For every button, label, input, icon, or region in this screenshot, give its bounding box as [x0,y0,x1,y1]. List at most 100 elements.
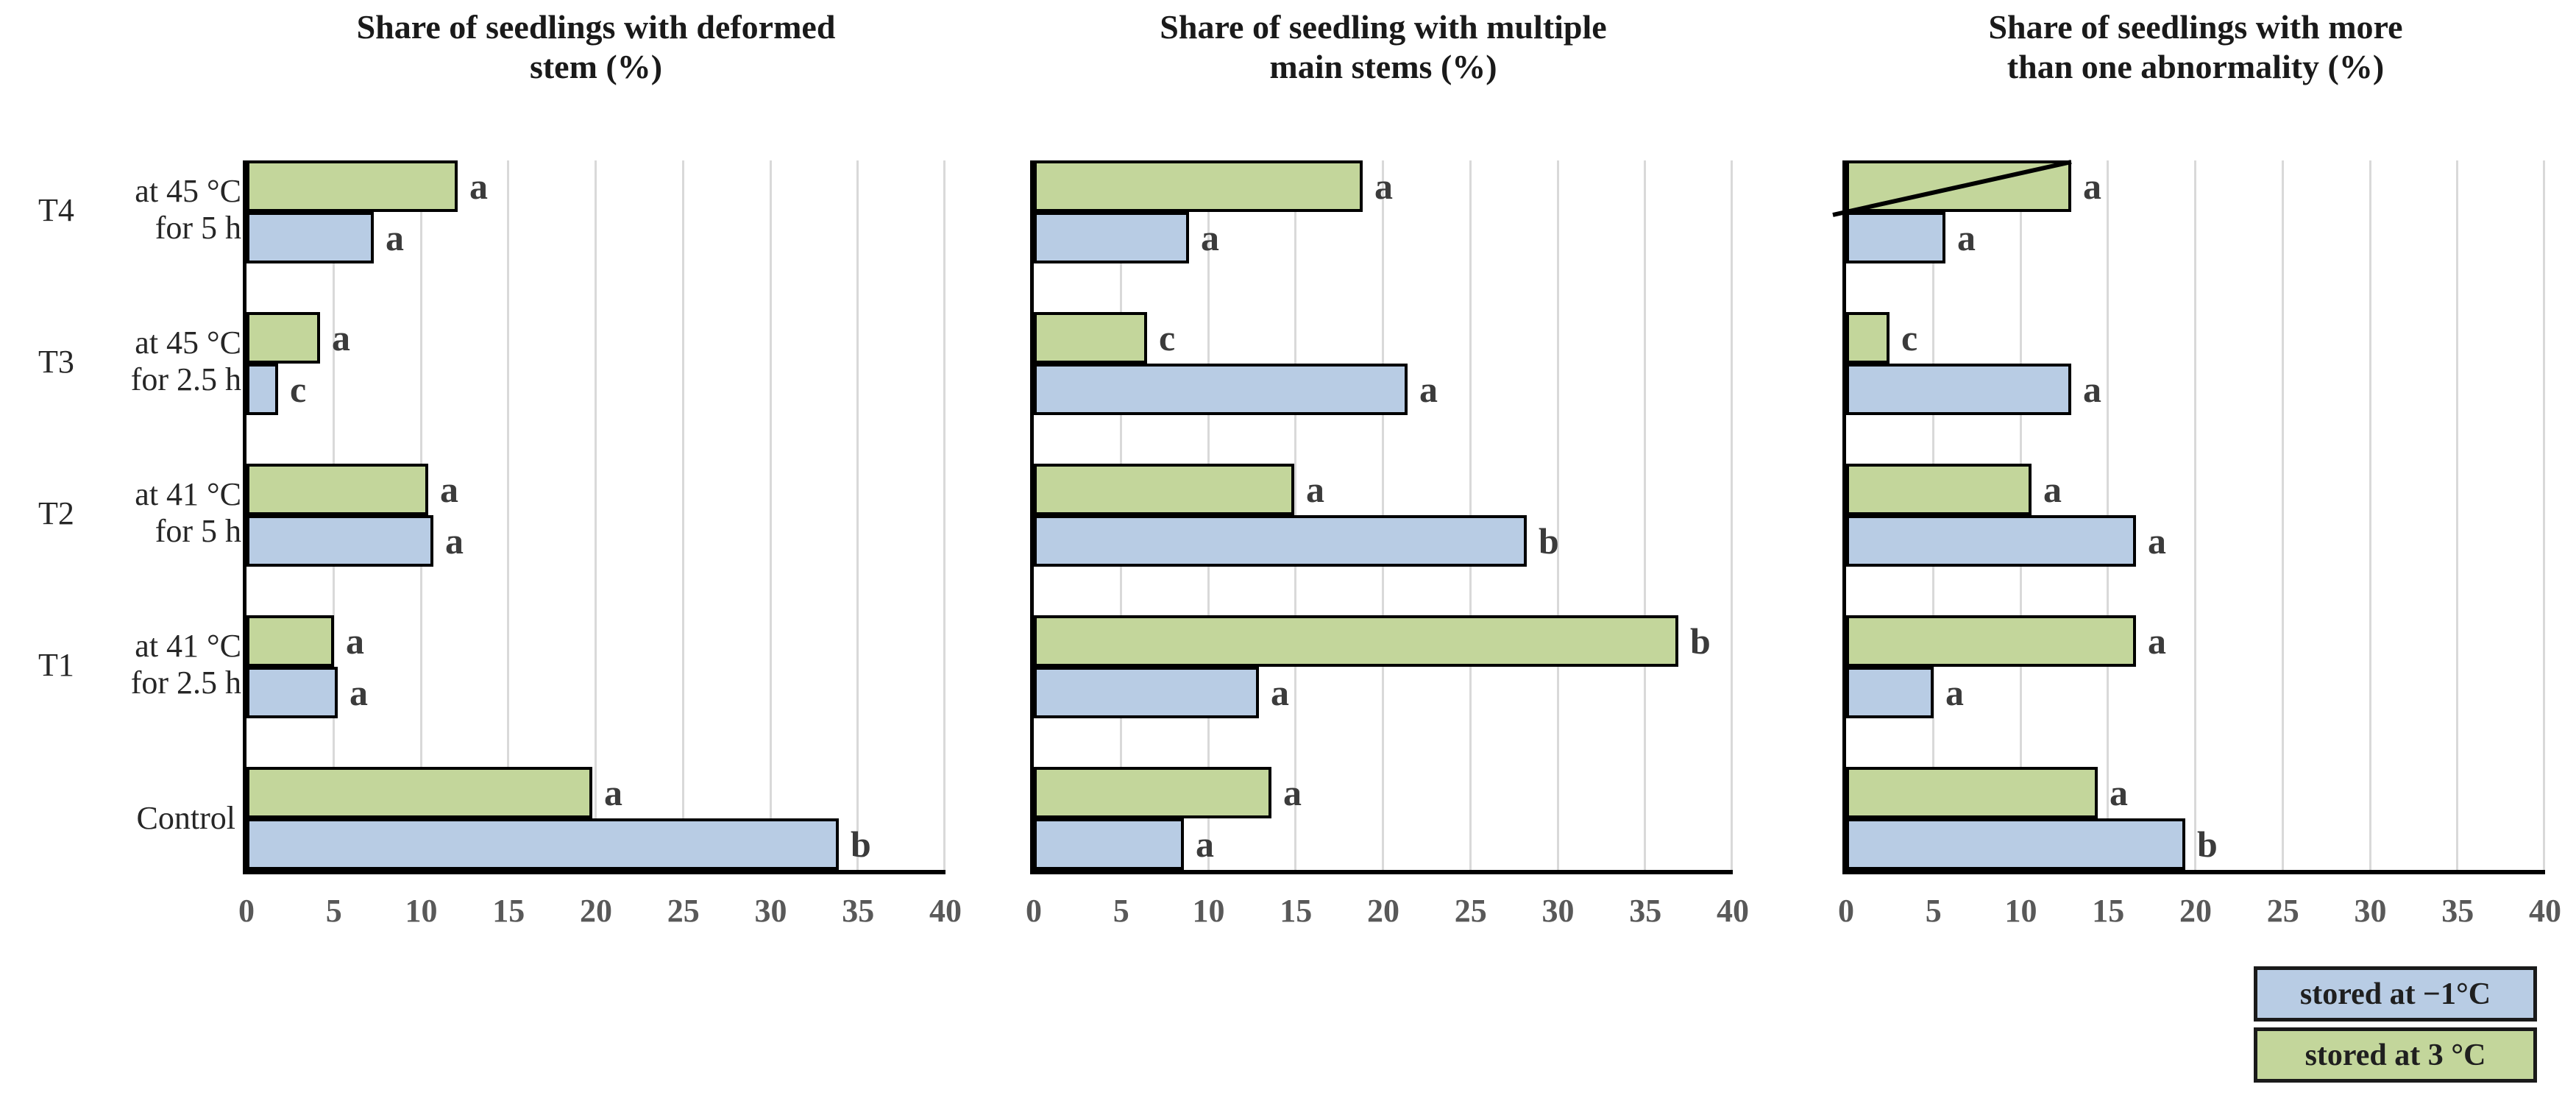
significance-letter: a [445,520,464,562]
x-tick-label: 30 [2354,893,2387,929]
gridline [2369,160,2371,870]
bar-T4-green [1846,160,2071,212]
bar-T3-green [1846,312,1890,364]
bar-T3-green [246,312,320,364]
significance-letter: a [1306,469,1324,510]
gridline [2194,160,2196,870]
x-tick-label: 35 [2441,893,2474,929]
significance-letter: a [1196,824,1214,865]
row-label-control: Control [136,800,235,836]
row-prefix-t2: T2 [38,495,74,531]
significance-letter: a [440,469,458,510]
x-tick-label: 15 [1280,893,1313,929]
bar-Control-blue [1846,818,2185,870]
significance-letter: a [2148,520,2166,562]
bar-T3-green [1034,312,1147,364]
chart-title-1: Share of seedlings with deformed stem (%) [265,7,927,87]
gridline [507,160,510,870]
plot-area-3: a c a a a a a a a b [1832,160,2545,874]
x-tick-label: 30 [754,893,787,929]
bar-T3-blue [246,364,278,415]
x-tick-label: 25 [667,893,700,929]
significance-letter: a [2148,620,2166,662]
x-tick-label: 15 [2092,893,2125,929]
x-tick-label: 5 [1925,893,1942,929]
row-prefix-t3: T3 [38,344,74,380]
chart-title-line: stem (%) [529,48,663,85]
x-tick-label: 25 [1454,893,1487,929]
bar-T1-green [246,615,334,667]
bar-Control-green [1034,767,1271,818]
bar-T4-green [1034,160,1363,212]
significance-letter: a [1419,369,1438,410]
significance-letter: a [1283,772,1302,813]
x-tick-label: 40 [929,893,962,929]
significance-letter: a [2083,166,2101,207]
significance-letter: a [350,672,368,713]
gridline [943,160,945,870]
bar-T3-blue [1846,364,2071,415]
significance-letter: a [386,217,404,258]
bar-Control-blue [1034,818,1184,870]
chart-title-2: Share of seedling with multiple main stem… [1052,7,1714,87]
x-tick-label: 5 [1113,893,1129,929]
significance-letter: a [1374,166,1393,207]
bar-T1-blue [246,667,338,718]
bar-T1-green [1034,615,1678,667]
x-tick-label: 35 [842,893,875,929]
bar-Control-green [1846,767,2098,818]
gridline [1644,160,1647,870]
bar-T1-blue [1034,667,1259,718]
significance-letter: a [332,317,350,358]
gridline [2281,160,2284,870]
legend-item-stored-3: stored at 3 °C [2254,1027,2537,1083]
bar-Control-blue [246,818,839,870]
row-label-t4-line2: for 5 h [155,210,241,246]
bar-T2-green [246,464,428,515]
row-label-t2-line2: for 5 h [155,513,241,549]
significance-letter: a [2083,369,2101,410]
x-tick-label: 20 [2179,893,2212,929]
significance-letter: a [1201,217,1219,258]
x-tick-label: 35 [1629,893,1662,929]
row-label-t1-line1: at 41 °C [135,628,241,664]
x-tick-label: 40 [1717,893,1749,929]
significance-letter: c [1901,317,1918,358]
bar-T2-green [1034,464,1294,515]
gridline [856,160,859,870]
chart-title-line: Share of seedlings with more [1988,8,2403,46]
bar-T3-blue [1034,364,1408,415]
row-prefix-t4: T4 [38,192,74,228]
gridline [595,160,597,870]
legend-item-stored-minus1: stored at −1°C [2254,966,2537,1022]
gridline [2456,160,2459,870]
x-tick-label: 15 [492,893,525,929]
gridline [769,160,772,870]
x-tick-label: 0 [1838,893,1854,929]
x-tick-label: 20 [580,893,612,929]
row-prefix-t1: T1 [38,647,74,683]
significance-letter: a [1957,217,1976,258]
plot-area-2: a c a b a a a b a a [1030,160,1733,874]
x-tick-label: 20 [1367,893,1399,929]
x-tick-label: 10 [405,893,438,929]
gridline [1556,160,1559,870]
legend-label-stored-minus1: stored at −1°C [2299,977,2491,1011]
chart-title-line: than one abnormality (%) [2006,48,2385,85]
bar-T1-blue [1846,667,1934,718]
row-label-t2-line1: at 41 °C [135,476,241,512]
significance-letter: c [1159,317,1176,358]
significance-letter: b [1539,520,1559,562]
significance-letter: c [290,369,307,410]
x-tick-label: 40 [2529,893,2561,929]
chart-title-line: Share of seedling with multiple [1160,8,1607,46]
x-tick-label: 5 [325,893,342,929]
significance-letter: a [1271,672,1289,713]
significance-letter: a [1945,672,1964,713]
gridline [1731,160,1733,870]
legend-label-stored-3: stored at 3 °C [2304,1038,2486,1072]
chart-title-line: main stems (%) [1269,48,1497,85]
gridline [681,160,684,870]
significance-letter: a [604,772,622,813]
